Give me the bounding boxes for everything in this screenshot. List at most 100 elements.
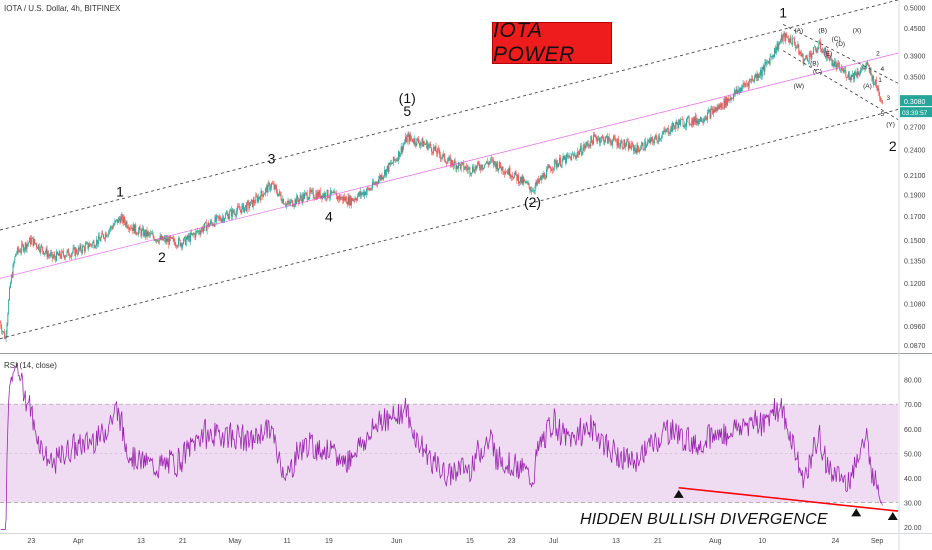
candle-body (844, 69, 846, 71)
candle-body (813, 46, 815, 55)
candle-body (644, 141, 646, 151)
minor-wave-label: (C) (813, 69, 822, 76)
candle-body (358, 192, 359, 196)
candle-body (379, 176, 381, 180)
candle-body (463, 162, 465, 170)
candle-body (333, 191, 335, 194)
candle-body (130, 227, 131, 229)
candle-body (489, 161, 491, 163)
candle-body (103, 237, 105, 239)
candle-body (647, 141, 649, 142)
candle-body (153, 237, 155, 241)
candle-body (369, 188, 371, 191)
candle-body (218, 217, 220, 218)
candle-body (220, 219, 222, 222)
candle-body (610, 140, 612, 144)
candle-body (186, 235, 188, 240)
candle-body (10, 275, 12, 283)
rsi-line (0, 362, 883, 530)
candle-body (449, 157, 451, 159)
candle-body (639, 149, 641, 152)
candle-body (275, 185, 277, 188)
candle-body (271, 183, 272, 188)
candle-body (713, 109, 715, 112)
candle-body (397, 159, 399, 161)
candle-body (779, 42, 781, 44)
candle-body (299, 195, 301, 199)
candle-body (249, 205, 251, 208)
candle-body (425, 144, 426, 145)
candle-body (290, 201, 292, 204)
candle-body (791, 43, 793, 45)
candle-body (619, 146, 620, 148)
rsi-panel[interactable] (0, 362, 899, 530)
candle-body (513, 174, 515, 179)
candle-body (575, 156, 577, 158)
candle-body (535, 181, 537, 186)
candle-body (759, 75, 761, 77)
candle-body (875, 79, 877, 87)
candle-body (599, 137, 600, 143)
candle-body (615, 140, 617, 142)
candle-body (836, 63, 838, 70)
candle-body (563, 156, 565, 160)
candle-body (173, 238, 175, 242)
candle-body (589, 144, 591, 147)
candle-body (36, 243, 37, 248)
candle-body (666, 128, 668, 130)
candle-body (39, 250, 41, 253)
candle-body (309, 189, 311, 198)
candle-body (325, 198, 327, 199)
candle-body (506, 171, 508, 173)
candle-body (564, 156, 566, 160)
candle-body (726, 97, 728, 106)
candle-body (76, 253, 78, 255)
candle-body (733, 90, 735, 95)
candle-body (121, 215, 123, 217)
candle-body (53, 254, 55, 257)
candle-body (165, 238, 167, 242)
candle-body (753, 77, 755, 82)
candle-body (239, 209, 241, 211)
candle-body (156, 239, 158, 241)
candle-body (403, 144, 405, 147)
price-tick-label: 0.1900 (904, 192, 926, 199)
candle-body (265, 186, 267, 189)
candle-body (44, 252, 46, 253)
candle-body (438, 150, 440, 155)
candle-body (757, 73, 759, 79)
candle-body (201, 227, 203, 231)
candle-body (566, 154, 567, 163)
price-panel[interactable] (0, 30, 883, 342)
candle-body (109, 229, 111, 231)
candle-body (328, 197, 330, 199)
candle-body (631, 142, 633, 149)
time-tick-label: May (228, 538, 242, 545)
candle-body (130, 227, 132, 229)
candle-body (732, 98, 734, 100)
time-tick-label: 21 (179, 538, 187, 545)
candle-body (737, 90, 739, 93)
rsi-tick-label: 60.00 (904, 427, 922, 434)
candle-body (77, 247, 79, 255)
candle-body (219, 217, 221, 220)
candle-body (685, 124, 687, 127)
candle-body (455, 162, 457, 170)
candle-body (51, 252, 53, 259)
candle-body (583, 144, 585, 149)
candle-body (744, 83, 746, 86)
candle-body (200, 230, 202, 234)
candle-body (120, 216, 122, 223)
candle-body (418, 142, 420, 146)
minor-wave-label: (A) (863, 83, 872, 90)
candle-body (804, 58, 806, 61)
candle-body (197, 230, 198, 232)
candle-body (512, 177, 514, 179)
candle-body (740, 87, 742, 91)
candle-body (305, 192, 307, 194)
candle-body (395, 159, 397, 161)
candle-body (766, 61, 768, 64)
candle-body (170, 237, 172, 239)
